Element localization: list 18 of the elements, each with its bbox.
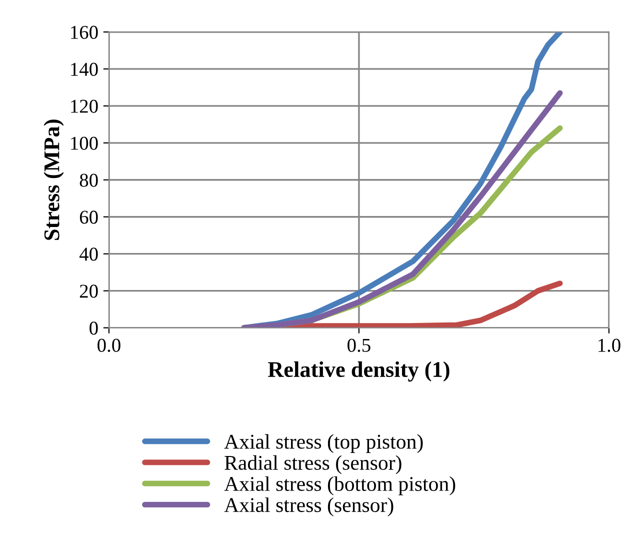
legend-label: Axial stress (bottom piston)	[224, 476, 456, 496]
x-tick-label: 0.5	[348, 338, 370, 352]
legend-label: Axial stress (sensor)	[224, 497, 394, 516]
y-tick-label: 80	[80, 174, 98, 187]
legend-label: Radial stress (sensor)	[224, 455, 402, 474]
y-tick-label: 140	[71, 62, 98, 76]
x-tick-label: 1.0	[598, 338, 620, 352]
y-tick-label: 100	[71, 136, 98, 150]
x-axis-title: Relative density (1)	[268, 361, 450, 382]
legend-label: Axial stress (top piston)	[224, 434, 423, 454]
y-tick-label: 120	[71, 100, 98, 113]
y-axis-title: Stress (MPa)	[44, 120, 64, 240]
y-tick-label: 40	[79, 248, 98, 261]
y-tick-label: 160	[71, 26, 98, 39]
x-tick-label: 0.0	[98, 338, 120, 352]
y-tick-label: 20	[80, 284, 98, 298]
y-tick-label: 60	[80, 210, 98, 224]
y-tick-label: 0	[90, 322, 98, 335]
